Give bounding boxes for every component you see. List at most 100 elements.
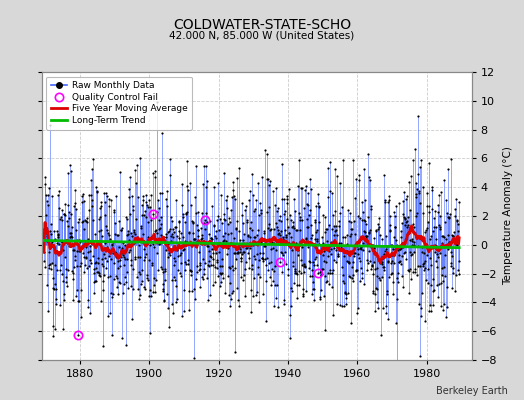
Point bbox=[251, 234, 259, 240]
Point bbox=[343, 232, 351, 238]
Point bbox=[61, 201, 69, 207]
Point bbox=[149, 244, 158, 250]
Point bbox=[374, 221, 383, 227]
Point bbox=[211, 279, 219, 286]
Point bbox=[73, 248, 82, 254]
Point bbox=[365, 248, 373, 254]
Point bbox=[162, 196, 171, 202]
Point bbox=[213, 256, 222, 263]
Point bbox=[383, 290, 391, 297]
Point bbox=[286, 212, 294, 219]
Point bbox=[427, 308, 435, 314]
Point bbox=[177, 230, 185, 236]
Point bbox=[152, 229, 161, 236]
Point bbox=[311, 218, 319, 225]
Point bbox=[279, 301, 288, 307]
Point bbox=[137, 225, 146, 232]
Point bbox=[109, 291, 117, 297]
Point bbox=[126, 174, 135, 180]
Point bbox=[230, 250, 238, 256]
Point bbox=[343, 258, 351, 264]
Point bbox=[266, 246, 275, 253]
Point bbox=[170, 254, 178, 261]
Point bbox=[257, 254, 266, 261]
Point bbox=[263, 150, 271, 157]
Point bbox=[171, 277, 180, 284]
Point bbox=[331, 165, 339, 172]
Point bbox=[152, 236, 160, 242]
Point bbox=[49, 322, 57, 329]
Point bbox=[259, 291, 268, 297]
Point bbox=[280, 297, 288, 303]
Point bbox=[74, 298, 82, 304]
Point bbox=[114, 232, 123, 238]
Point bbox=[191, 296, 200, 302]
Point bbox=[100, 251, 108, 257]
Point bbox=[303, 215, 311, 222]
Point bbox=[362, 233, 370, 239]
Point bbox=[345, 233, 354, 239]
Point bbox=[265, 221, 273, 227]
Point bbox=[218, 263, 226, 269]
Point bbox=[99, 287, 107, 293]
Point bbox=[180, 238, 189, 244]
Point bbox=[236, 255, 245, 262]
Point bbox=[63, 222, 72, 229]
Point bbox=[91, 260, 100, 267]
Point bbox=[70, 246, 78, 253]
Point bbox=[51, 262, 60, 268]
Point bbox=[203, 261, 212, 268]
Point bbox=[374, 305, 382, 312]
Point bbox=[245, 225, 254, 231]
Point bbox=[73, 263, 81, 269]
Point bbox=[217, 220, 226, 226]
Point bbox=[112, 273, 121, 280]
Point bbox=[117, 227, 126, 234]
Point bbox=[229, 287, 237, 294]
Point bbox=[361, 197, 369, 203]
Point bbox=[221, 290, 229, 296]
Point bbox=[403, 231, 411, 237]
Point bbox=[264, 176, 272, 182]
Point bbox=[438, 265, 446, 271]
Point bbox=[384, 259, 392, 265]
Point bbox=[286, 335, 294, 342]
Point bbox=[394, 247, 402, 253]
Point bbox=[262, 278, 270, 284]
Point bbox=[417, 157, 425, 164]
Point bbox=[370, 290, 379, 297]
Point bbox=[199, 256, 207, 262]
Point bbox=[453, 218, 461, 224]
Point bbox=[202, 163, 210, 169]
Point bbox=[408, 238, 416, 244]
Point bbox=[316, 296, 324, 302]
Point bbox=[427, 282, 435, 288]
Point bbox=[71, 257, 79, 263]
Point bbox=[147, 217, 156, 223]
Point bbox=[259, 258, 267, 264]
Point bbox=[439, 233, 447, 239]
Point bbox=[140, 246, 148, 252]
Point bbox=[206, 253, 214, 260]
Point bbox=[438, 233, 446, 239]
Point bbox=[172, 296, 181, 302]
Point bbox=[47, 230, 56, 237]
Point bbox=[68, 234, 77, 240]
Point bbox=[424, 219, 432, 226]
Point bbox=[51, 300, 60, 307]
Point bbox=[223, 193, 231, 199]
Point bbox=[116, 226, 125, 233]
Point bbox=[93, 188, 101, 194]
Point bbox=[103, 258, 112, 264]
Point bbox=[41, 230, 50, 236]
Point bbox=[201, 226, 209, 232]
Point bbox=[313, 238, 321, 245]
Point bbox=[234, 297, 242, 303]
Point bbox=[74, 297, 83, 304]
Point bbox=[338, 264, 346, 270]
Point bbox=[439, 278, 447, 284]
Point bbox=[165, 250, 173, 256]
Point bbox=[187, 268, 195, 274]
Point bbox=[59, 326, 67, 332]
Point bbox=[112, 250, 120, 257]
